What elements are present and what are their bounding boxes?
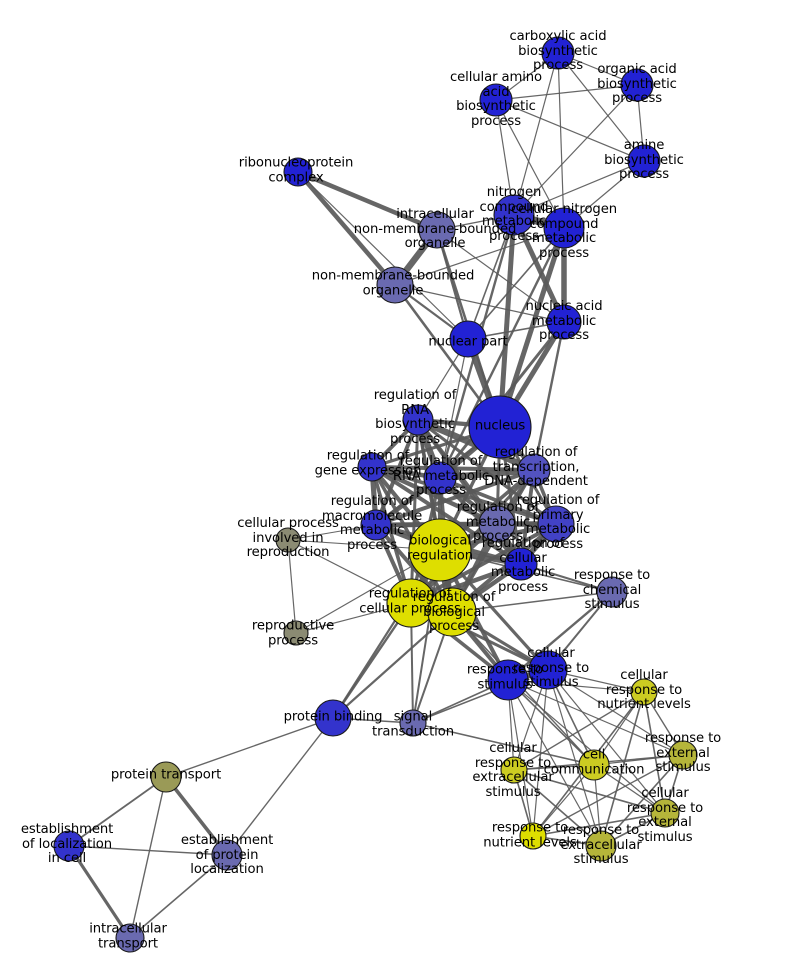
graph-node-regulation-of-cellular-metabolic-process[interactable] <box>504 547 538 581</box>
graph-edge <box>451 591 613 613</box>
graph-edge <box>68 845 228 856</box>
graph-node-cellular-response-to-extracellular-stimulus[interactable] <box>500 756 528 784</box>
graph-edge <box>513 84 638 216</box>
graph-edge <box>495 99 645 162</box>
graph-edge <box>547 669 684 756</box>
graph-edge <box>164 775 229 857</box>
graph-node-intracellular-non-membrane-bounded-organelle[interactable] <box>418 211 456 249</box>
graph-edge <box>129 854 228 939</box>
graph-edge <box>371 465 557 526</box>
edges-layer <box>67 52 684 939</box>
graph-node-cellular-process-involved-in-reproduction[interactable] <box>275 527 301 553</box>
graph-edge <box>495 84 638 101</box>
graph-node-response-to-external-stimulus[interactable] <box>668 740 698 770</box>
graph-node-protein-transport[interactable] <box>150 761 182 793</box>
graph-node-nucleus[interactable] <box>468 395 532 459</box>
graph-node-response-to-extracellular-stimulus[interactable] <box>585 830 617 862</box>
graph-edge <box>497 214 517 428</box>
graph-node-organic-acid-biosynthetic-process[interactable] <box>620 68 654 102</box>
graph-edge <box>507 679 534 837</box>
graph-edge <box>507 679 684 756</box>
graph-edge <box>532 754 684 837</box>
graph-node-signal-transduction[interactable] <box>399 709 427 737</box>
graph-node-biological-regulation[interactable] <box>408 518 472 582</box>
graph-node-response-to-chemical-stimulus[interactable] <box>596 576 628 608</box>
graph-node-ribonucleoprotein-complex[interactable] <box>283 157 313 187</box>
graph-edge <box>371 464 498 527</box>
graph-edge <box>513 691 645 771</box>
graph-edge <box>557 52 565 229</box>
graph-edge <box>557 52 645 162</box>
graph-edge <box>643 691 666 814</box>
graph-node-cellular-response-to-external-stimulus[interactable] <box>650 798 680 828</box>
graph-node-amine-biosynthetic-process[interactable] <box>627 144 661 178</box>
graph-edge <box>129 776 167 939</box>
graph-node-nuclear-part[interactable] <box>449 320 487 358</box>
graph-node-response-to-stimulus[interactable] <box>487 659 529 701</box>
graph-node-regulation-of-primary-metabolic-process[interactable] <box>537 505 575 543</box>
graph-node-protein-binding[interactable] <box>314 699 352 737</box>
graph-edge <box>375 468 535 527</box>
graph-node-cellular-amino-acid-biosynthetic-process[interactable] <box>479 83 513 117</box>
graph-edge <box>370 465 523 566</box>
graph-edge <box>467 214 515 340</box>
graph-node-nucleic-acid-metabolic-process[interactable] <box>546 304 582 340</box>
graph-node-cellular-response-to-stimulus[interactable] <box>528 650 568 690</box>
graph-edge <box>68 776 167 847</box>
graph-edge <box>532 321 566 471</box>
graph-node-regulation-of-metabolic-process[interactable] <box>478 505 516 543</box>
graph-edge <box>165 717 334 778</box>
graph-edge <box>507 679 666 814</box>
graph-node-regulation-of-rna-metabolic-process[interactable] <box>423 461 457 495</box>
graph-edge <box>287 539 297 634</box>
graph-edge <box>412 722 595 766</box>
graph-node-regulation-of-transcription-dna-dependent[interactable] <box>517 453 551 487</box>
nodes-layer <box>53 36 698 953</box>
graph-node-regulation-of-cellular-process[interactable] <box>386 578 436 628</box>
graph-edge <box>600 754 684 847</box>
graph-edge <box>513 52 559 216</box>
graph-edge <box>513 160 645 216</box>
graph-node-cell-communication[interactable] <box>578 749 610 781</box>
graph-edge <box>495 99 565 229</box>
graph-node-regulation-of-biological-process[interactable] <box>427 587 477 637</box>
graph-node-cellular-response-to-nutrient-levels[interactable] <box>630 678 658 706</box>
graph-edge <box>532 812 666 837</box>
graph-node-establishment-of-localization-in-cell[interactable] <box>53 830 85 862</box>
graph-edge <box>600 691 645 847</box>
graph-edge <box>226 717 334 856</box>
graph-node-reproductive-process[interactable] <box>283 620 309 646</box>
graph-node-non-membrane-bounded-organelle[interactable] <box>376 266 414 304</box>
graph-edge <box>436 229 565 323</box>
graph-edge <box>507 679 602 847</box>
graph-edge <box>513 769 666 814</box>
graph-edge <box>467 227 565 340</box>
graph-edge <box>507 679 645 693</box>
graph-edge <box>297 171 469 340</box>
graph-edge <box>67 845 132 939</box>
graph-node-response-to-nutrient-levels[interactable] <box>519 822 547 850</box>
graph-edge <box>410 522 557 605</box>
graph-edge <box>332 611 453 719</box>
graph-edge <box>547 669 602 847</box>
graph-edge <box>297 169 438 233</box>
graph-edge <box>394 227 565 286</box>
graph-node-nitrogen-compound-metabolic-process[interactable] <box>493 194 535 236</box>
graph-node-establishment-of-protein-localization[interactable] <box>211 839 243 871</box>
graph-edge <box>532 764 595 837</box>
graph-edge <box>507 591 613 681</box>
graph-edge <box>296 170 397 287</box>
graph-node-regulation-of-rna-biosynthetic-process[interactable] <box>402 404 434 436</box>
graph-node-carboxylic-acid-biosynthetic-process[interactable] <box>541 36 575 70</box>
graph-edge <box>513 769 602 847</box>
graph-node-cellular-nitrogen-compound-metabolic-process[interactable] <box>543 207 585 249</box>
graph-node-intracellular-transport[interactable] <box>115 923 145 953</box>
graph-node-regulation-of-gene-expression[interactable] <box>357 452 387 482</box>
graph-node-regulation-of-macromolecule-metabolic-process[interactable] <box>360 509 392 541</box>
